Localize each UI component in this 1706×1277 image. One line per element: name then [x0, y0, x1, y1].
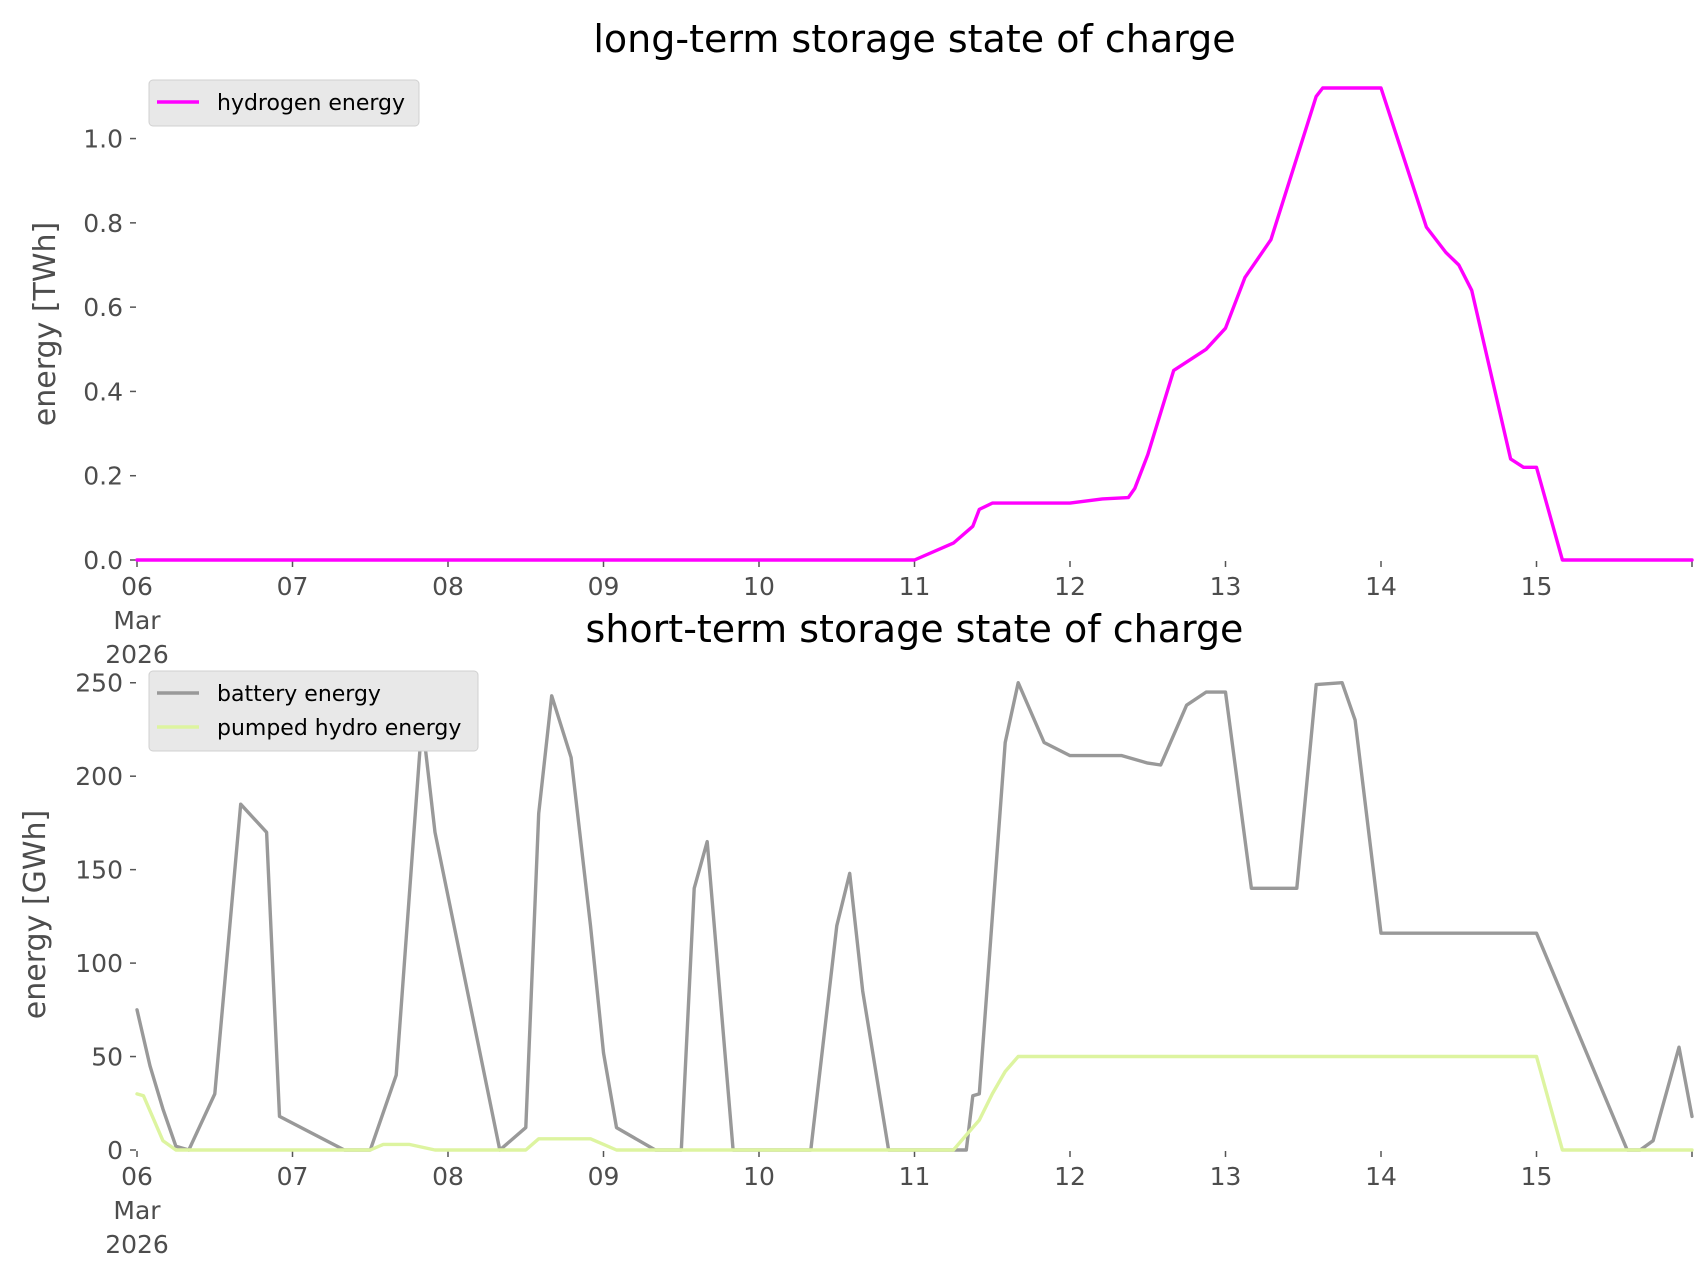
chart-title: short-term storage state of charge [586, 607, 1244, 651]
y-tick-label: 0.4 [83, 377, 123, 406]
legend-label: battery energy [217, 682, 381, 707]
series-line-1 [135, 1054, 1694, 1152]
x-tick-label: 08 [432, 1162, 464, 1191]
legend-label: hydrogen energy [217, 91, 405, 116]
y-tick-label: 250 [75, 669, 123, 698]
y-tick-label: 200 [75, 762, 123, 791]
x-tick-label: 13 [1210, 1162, 1242, 1191]
x-tick-label: 11 [899, 572, 931, 601]
chart-title: long-term storage state of charge [593, 17, 1235, 61]
x-tick-label: 14 [1365, 572, 1397, 601]
y-tick-label: 0.2 [83, 462, 123, 491]
y-tick-label: 100 [75, 949, 123, 978]
y-tick-label: 150 [75, 856, 123, 885]
y-tick-label: 0.8 [83, 209, 123, 238]
x-tick-label: 12 [1054, 572, 1086, 601]
x-tick-label: 11 [899, 1162, 931, 1191]
x-tick-label: 08 [432, 572, 464, 601]
x-tick-label: 09 [588, 572, 620, 601]
x-tick-label: 06 Mar 2026 [105, 572, 169, 669]
x-tick-label: 15 [1521, 1162, 1553, 1191]
x-tick-label: 13 [1210, 572, 1242, 601]
legend-label: pumped hydro energy [217, 716, 461, 741]
x-tick-label: 14 [1365, 1162, 1397, 1191]
panel-short-term: short-term storage state of charge energy… [18, 607, 1694, 1259]
x-tick-label: 07 [277, 1162, 309, 1191]
y-tick-label: 0.0 [83, 546, 123, 575]
x-tick-label: 06 Mar 2026 [105, 1162, 169, 1259]
legend-box [148, 79, 420, 127]
x-tick-label: 10 [743, 1162, 775, 1191]
series-line-0 [135, 86, 1694, 562]
x-tick-label: 10 [743, 572, 775, 601]
x-tick-label: 12 [1054, 1162, 1086, 1191]
y-tick-label: 1.0 [83, 125, 123, 154]
x-tick-label: 07 [277, 572, 309, 601]
panel-long-term: long-term storage state of charge energy … [28, 17, 1694, 669]
y-tick-label: 0 [107, 1136, 123, 1165]
x-tick-label: 09 [588, 1162, 620, 1191]
legend-box [148, 670, 479, 752]
x-tick-label: 15 [1521, 572, 1553, 601]
y-axis-label: energy [TWh] [28, 222, 63, 426]
y-axis-label: energy [GWh] [18, 810, 53, 1019]
y-tick-label: 0.6 [83, 293, 123, 322]
y-tick-label: 50 [91, 1043, 123, 1072]
